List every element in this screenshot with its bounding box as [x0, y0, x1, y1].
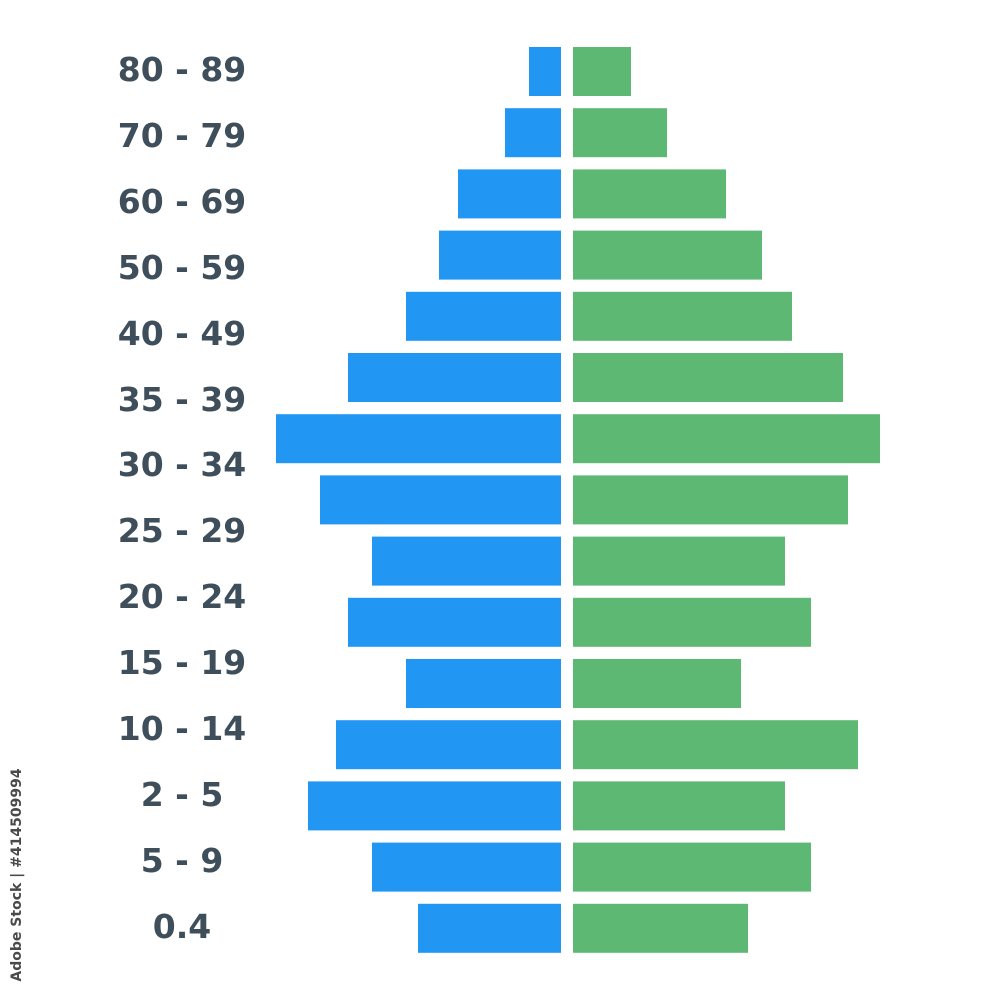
bar-left-7: [320, 475, 561, 525]
bar-left-13: [372, 842, 561, 892]
watermark-text: Adobe Stock | #414509994: [9, 768, 25, 982]
bar-left-11: [336, 720, 561, 770]
category-label: 2 - 5: [140, 774, 224, 814]
category-label: 0.4: [152, 906, 212, 946]
watermark: Adobe Stock | #414509994: [2, 760, 32, 990]
bar-left-5: [348, 353, 561, 402]
bar-right-11: [573, 720, 858, 770]
bar-left-0: [529, 47, 561, 96]
category-label: 50 - 59: [117, 247, 247, 287]
bar-right-5: [573, 353, 843, 402]
bar-right-12: [573, 781, 785, 831]
bar-right-13: [573, 842, 811, 892]
bar-right-0: [573, 47, 631, 96]
bar-left-3: [439, 230, 561, 280]
bar-left-14: [418, 903, 561, 953]
bar-left-8: [372, 536, 561, 586]
category-label: 80 - 89: [117, 50, 247, 89]
category-label: 5 - 9: [140, 840, 224, 880]
bar-right-6: [573, 414, 880, 464]
bar-right-14: [573, 903, 748, 953]
bar-left-2: [458, 169, 561, 219]
category-label: 20 - 24: [117, 577, 247, 617]
bar-left-6: [276, 414, 561, 464]
category-label: 15 - 19: [117, 643, 247, 683]
bar-right-8: [573, 536, 785, 586]
category-label: 60 - 69: [117, 181, 247, 221]
category-label: 40 - 49: [117, 313, 247, 353]
bar-left-10: [406, 659, 561, 708]
category-label: 30 - 34: [117, 445, 247, 485]
bar-right-7: [573, 475, 848, 525]
bar-right-3: [573, 230, 762, 280]
bar-left-12: [308, 781, 561, 831]
category-label: 35 - 39: [117, 379, 247, 419]
category-label: 25 - 29: [117, 511, 247, 551]
category-label: 70 - 79: [117, 115, 247, 155]
bar-right-9: [573, 597, 811, 647]
bar-right-1: [573, 108, 667, 158]
bar-left-1: [505, 108, 561, 158]
bar-right-2: [573, 169, 726, 219]
bar-right-4: [573, 291, 792, 341]
bar-left-4: [406, 291, 561, 341]
category-label: 10 - 14: [117, 709, 247, 748]
bar-left-9: [348, 597, 561, 647]
bar-right-10: [573, 659, 741, 708]
